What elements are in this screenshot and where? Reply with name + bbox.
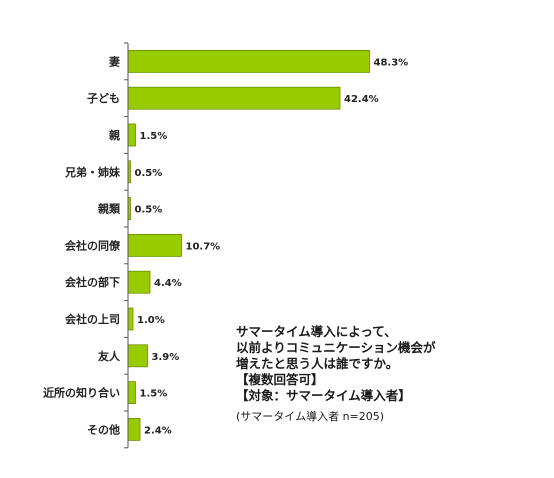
survey-question-note: サマータイム導入によって、 以前よりコミュニケーション機会が 増えたと思う人は誰… — [236, 324, 536, 424]
category-label-1: 子ども — [87, 92, 120, 105]
bar-0 — [127, 50, 370, 73]
category-label-5: 会社の同僚 — [65, 238, 121, 252]
value-label-1: 42.4% — [344, 94, 379, 105]
value-label-5: 10.7% — [186, 241, 221, 252]
category-label-8: 友人 — [98, 349, 121, 363]
question-line-5: 【対象：サマータイム導入者】 — [236, 388, 411, 403]
value-label-7: 1.0% — [137, 315, 165, 326]
question-line-4: 【複数回答可】 — [236, 372, 324, 387]
value-label-0: 48.3% — [374, 57, 409, 68]
bar-9 — [127, 381, 136, 405]
question-line-2: 以前よりコミュニケーション機会が — [236, 340, 436, 355]
bar-10 — [127, 417, 141, 441]
bar-2 — [127, 123, 136, 147]
value-label-2: 1.5% — [140, 131, 168, 142]
category-label-4: 親類 — [98, 202, 121, 216]
category-label-10: その他 — [87, 422, 120, 436]
value-label-3: 0.5% — [135, 168, 163, 179]
value-label-10: 2.4% — [144, 425, 172, 436]
value-label-8: 3.9% — [152, 352, 180, 363]
sample-size: (サマータイム導入者 n=205) — [236, 410, 385, 423]
value-label-4: 0.5% — [135, 205, 163, 216]
category-label-7: 会社の上司 — [65, 312, 120, 326]
category-label-2: 親 — [109, 128, 120, 142]
value-label-9: 1.5% — [140, 389, 168, 400]
question-line-1: サマータイム導入によって、 — [236, 324, 397, 339]
category-label-9: 近所の知り合い — [43, 386, 120, 400]
category-label-3: 兄弟・姉妹 — [64, 165, 121, 179]
bar-7 — [127, 307, 134, 331]
category-label-6: 会社の部下 — [65, 275, 120, 289]
value-label-6: 4.4% — [154, 278, 182, 289]
question-line-3: 増えたと思う人は誰ですか。 — [236, 356, 399, 371]
bar-6 — [127, 270, 151, 294]
bar-1 — [127, 86, 341, 110]
bar-5 — [127, 233, 182, 257]
bar-8 — [127, 344, 148, 368]
category-label-0: 妻 — [109, 54, 120, 68]
